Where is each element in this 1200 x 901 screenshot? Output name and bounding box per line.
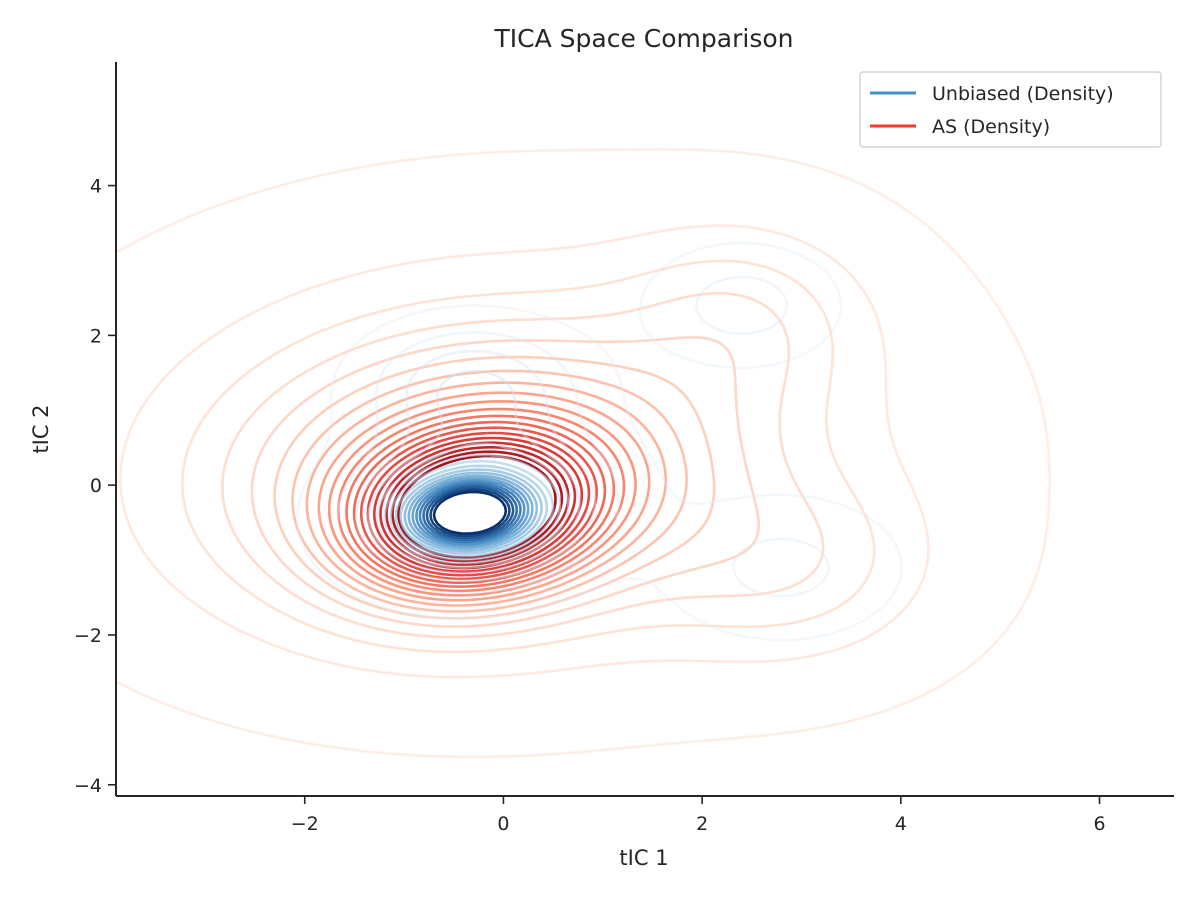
x-tick-label: −2 bbox=[291, 813, 319, 835]
unbiased-density-contour bbox=[429, 488, 511, 537]
y-axis-label: tIC 2 bbox=[29, 404, 53, 453]
y-tick-label: 0 bbox=[90, 475, 102, 497]
x-ticks: −2 0 2 4 6 bbox=[291, 796, 1106, 835]
y-tick-label: 2 bbox=[90, 325, 102, 347]
unbiased-density-contour bbox=[432, 490, 508, 535]
unbiased-density-contour bbox=[407, 474, 534, 550]
y-ticks: −4 −2 0 2 4 bbox=[74, 176, 116, 797]
as-density-contour bbox=[327, 400, 637, 597]
x-axis-label: tIC 1 bbox=[619, 846, 668, 870]
as-density-contour bbox=[337, 407, 626, 593]
x-tick-label: 2 bbox=[696, 813, 708, 835]
unbiased-density-contour bbox=[367, 369, 581, 575]
x-tick-label: 6 bbox=[1093, 813, 1105, 835]
y-tick-label: −4 bbox=[74, 775, 102, 797]
chart-title: TICA Space Comparison bbox=[494, 24, 794, 53]
as-density-contour bbox=[317, 391, 651, 602]
unbiased-density-contour bbox=[296, 241, 903, 642]
legend-label-unbiased: Unbiased (Density) bbox=[932, 83, 1114, 105]
as-density-contour bbox=[305, 381, 668, 607]
unbiased-density-contour bbox=[415, 479, 526, 546]
as-density-contour bbox=[119, 224, 930, 679]
as-density-contour bbox=[273, 355, 716, 620]
unbiased-density-contour bbox=[394, 464, 549, 558]
as-density-contour bbox=[250, 336, 760, 628]
legend-box bbox=[859, 71, 1162, 148]
as-density-contour bbox=[345, 414, 616, 588]
as-density-contour bbox=[366, 431, 591, 577]
x-tick-label: 0 bbox=[497, 813, 509, 835]
unbiased-density-contour bbox=[411, 477, 530, 548]
as-density-contour bbox=[221, 292, 825, 639]
series-as-density bbox=[116, 148, 1051, 759]
unbiased-density-contour bbox=[425, 486, 515, 540]
unbiased-density-contour bbox=[355, 349, 597, 582]
legend: Unbiased (Density) AS (Density) bbox=[859, 71, 1162, 148]
unbiased-density-contour bbox=[418, 481, 522, 544]
unbiased-density-contour bbox=[376, 442, 570, 569]
unbiased-density-contour bbox=[389, 459, 555, 561]
y-tick-label: −2 bbox=[74, 625, 102, 647]
as-density-contour bbox=[181, 259, 876, 654]
unbiased-density-contour bbox=[383, 453, 562, 565]
unbiased-density-contour bbox=[422, 484, 519, 542]
y-tick-label: 4 bbox=[90, 176, 102, 198]
as-density-contour bbox=[116, 148, 1051, 759]
as-density-contour bbox=[359, 426, 598, 581]
as-density-contour bbox=[291, 369, 688, 613]
series-unbiased-density bbox=[296, 241, 903, 642]
unbiased-density-contour bbox=[403, 471, 539, 553]
x-tick-label: 4 bbox=[895, 813, 907, 835]
unbiased-density-contour bbox=[399, 468, 543, 555]
as-density-contour bbox=[352, 420, 607, 584]
plot-area bbox=[116, 148, 1051, 759]
as-density-contour bbox=[373, 436, 584, 573]
unbiased-density-contour bbox=[336, 275, 830, 598]
legend-label-as: AS (Density) bbox=[932, 116, 1050, 138]
